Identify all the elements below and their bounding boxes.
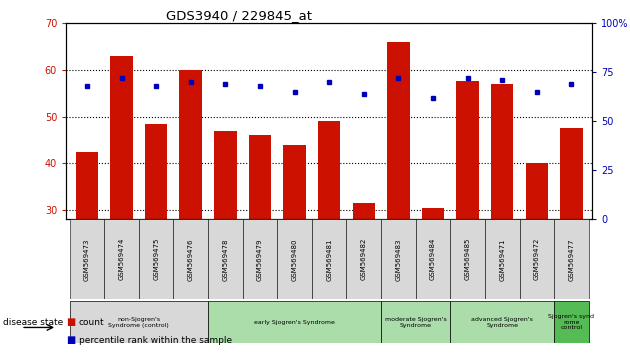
Text: percentile rank within the sample: percentile rank within the sample bbox=[79, 336, 232, 345]
Bar bbox=[139, 219, 173, 299]
Bar bbox=[353, 203, 375, 219]
Bar bbox=[243, 219, 277, 299]
Text: GSM569474: GSM569474 bbox=[118, 238, 125, 280]
Bar bbox=[214, 131, 237, 219]
Bar bbox=[346, 219, 381, 299]
Bar bbox=[520, 219, 554, 299]
Text: count: count bbox=[79, 319, 105, 327]
Bar bbox=[554, 219, 589, 299]
Bar bbox=[525, 163, 548, 219]
Bar bbox=[76, 152, 98, 219]
Text: GSM569473: GSM569473 bbox=[84, 238, 90, 281]
Text: GSM569477: GSM569477 bbox=[568, 238, 575, 281]
Text: GSM569478: GSM569478 bbox=[222, 238, 228, 281]
Bar bbox=[145, 124, 168, 219]
Text: GSM569485: GSM569485 bbox=[464, 238, 471, 280]
Bar bbox=[284, 145, 306, 219]
Bar bbox=[110, 56, 133, 219]
Text: GSM569482: GSM569482 bbox=[361, 238, 367, 280]
Bar bbox=[180, 70, 202, 219]
Bar bbox=[208, 219, 243, 299]
Bar bbox=[387, 42, 410, 219]
Bar bbox=[69, 219, 104, 299]
Text: GSM569484: GSM569484 bbox=[430, 238, 436, 280]
Bar bbox=[491, 84, 513, 219]
Bar bbox=[318, 121, 340, 219]
Bar bbox=[485, 219, 520, 299]
Text: ■: ■ bbox=[66, 335, 76, 345]
Bar bbox=[456, 81, 479, 219]
Text: GSM569471: GSM569471 bbox=[499, 238, 505, 281]
Text: GSM569481: GSM569481 bbox=[326, 238, 332, 281]
Bar bbox=[450, 301, 554, 343]
Bar bbox=[312, 219, 347, 299]
Text: advanced Sjogren's
Syndrome: advanced Sjogren's Syndrome bbox=[471, 317, 533, 327]
Bar bbox=[173, 219, 208, 299]
Text: moderate Sjogren's
Syndrome: moderate Sjogren's Syndrome bbox=[385, 317, 447, 327]
Bar bbox=[381, 301, 450, 343]
Bar bbox=[208, 301, 381, 343]
Bar bbox=[554, 301, 589, 343]
Bar bbox=[104, 219, 139, 299]
Text: disease state: disease state bbox=[3, 318, 64, 327]
Text: GSM569480: GSM569480 bbox=[292, 238, 297, 281]
Bar bbox=[381, 219, 416, 299]
Bar bbox=[421, 208, 444, 219]
Text: GSM569475: GSM569475 bbox=[153, 238, 159, 280]
Text: GSM569472: GSM569472 bbox=[534, 238, 540, 280]
Text: early Sjogren's Syndrome: early Sjogren's Syndrome bbox=[254, 320, 335, 325]
Bar bbox=[416, 219, 450, 299]
Text: GSM569483: GSM569483 bbox=[396, 238, 401, 281]
Text: Sjogren's synd
rome
control: Sjogren's synd rome control bbox=[549, 314, 595, 330]
Bar bbox=[249, 135, 271, 219]
Bar bbox=[560, 128, 583, 219]
Bar bbox=[277, 219, 312, 299]
Text: GSM569479: GSM569479 bbox=[257, 238, 263, 281]
Bar bbox=[69, 301, 208, 343]
Text: GDS3940 / 229845_at: GDS3940 / 229845_at bbox=[166, 9, 312, 22]
Text: non-Sjogren's
Syndrome (control): non-Sjogren's Syndrome (control) bbox=[108, 317, 169, 327]
Text: GSM569476: GSM569476 bbox=[188, 238, 194, 281]
Bar bbox=[450, 219, 485, 299]
Text: ■: ■ bbox=[66, 318, 76, 327]
